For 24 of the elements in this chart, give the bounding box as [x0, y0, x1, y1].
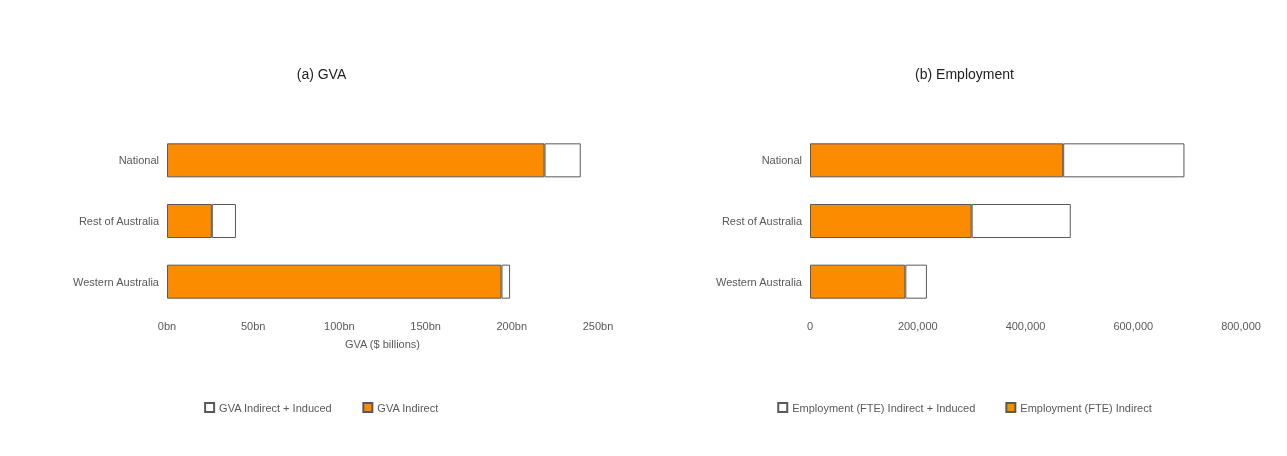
x-tick-label: 800,000	[1221, 319, 1261, 332]
x-tick-label: 250bn	[582, 319, 614, 332]
chart-title: (a) GVA	[296, 66, 347, 82]
x-tick-label: 0	[806, 319, 814, 332]
x-tick-label: 200,000	[897, 319, 938, 332]
legend-label: GVA Indirect	[377, 401, 439, 414]
x-tick-label: 50bn	[240, 319, 266, 332]
y-tick-label: National	[118, 154, 159, 167]
x-tick-label: 0bn	[157, 319, 177, 332]
legend-label: GVA Indirect + Induced	[219, 401, 332, 414]
x-tick-label: 400,000	[1005, 319, 1046, 332]
legend-label: Employment (FTE) Indirect	[1020, 401, 1152, 414]
x-tick-label: 600,000	[1113, 319, 1154, 332]
y-tick-label: National	[761, 154, 802, 167]
x-axis-title: GVA ($ billions)	[345, 337, 420, 350]
legend-label: Employment (FTE) Indirect + Induced	[792, 401, 976, 414]
y-tick-label: Western Australia	[715, 275, 803, 288]
chart-title: (b) Employment	[915, 66, 1015, 82]
x-tick-label: 200bn	[496, 319, 528, 332]
x-tick-label: 100bn	[324, 319, 355, 332]
y-tick-label: Rest of Australia	[721, 215, 803, 227]
x-tick-label: 150bn	[410, 319, 441, 332]
y-tick-label: Western Australia	[72, 275, 160, 288]
y-tick-label: Rest of Australia	[78, 215, 160, 227]
